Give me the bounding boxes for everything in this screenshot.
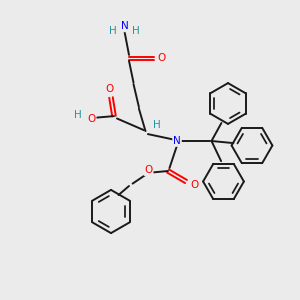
Text: O: O: [105, 84, 114, 94]
Text: H: H: [132, 26, 140, 36]
Text: O: O: [190, 179, 199, 190]
Text: O: O: [87, 114, 96, 124]
Text: O: O: [158, 53, 166, 64]
Text: N: N: [173, 136, 181, 146]
Text: N: N: [121, 21, 128, 32]
Text: O: O: [144, 165, 153, 175]
Text: H: H: [74, 110, 81, 120]
Text: H: H: [109, 26, 116, 36]
Text: H: H: [153, 120, 161, 130]
